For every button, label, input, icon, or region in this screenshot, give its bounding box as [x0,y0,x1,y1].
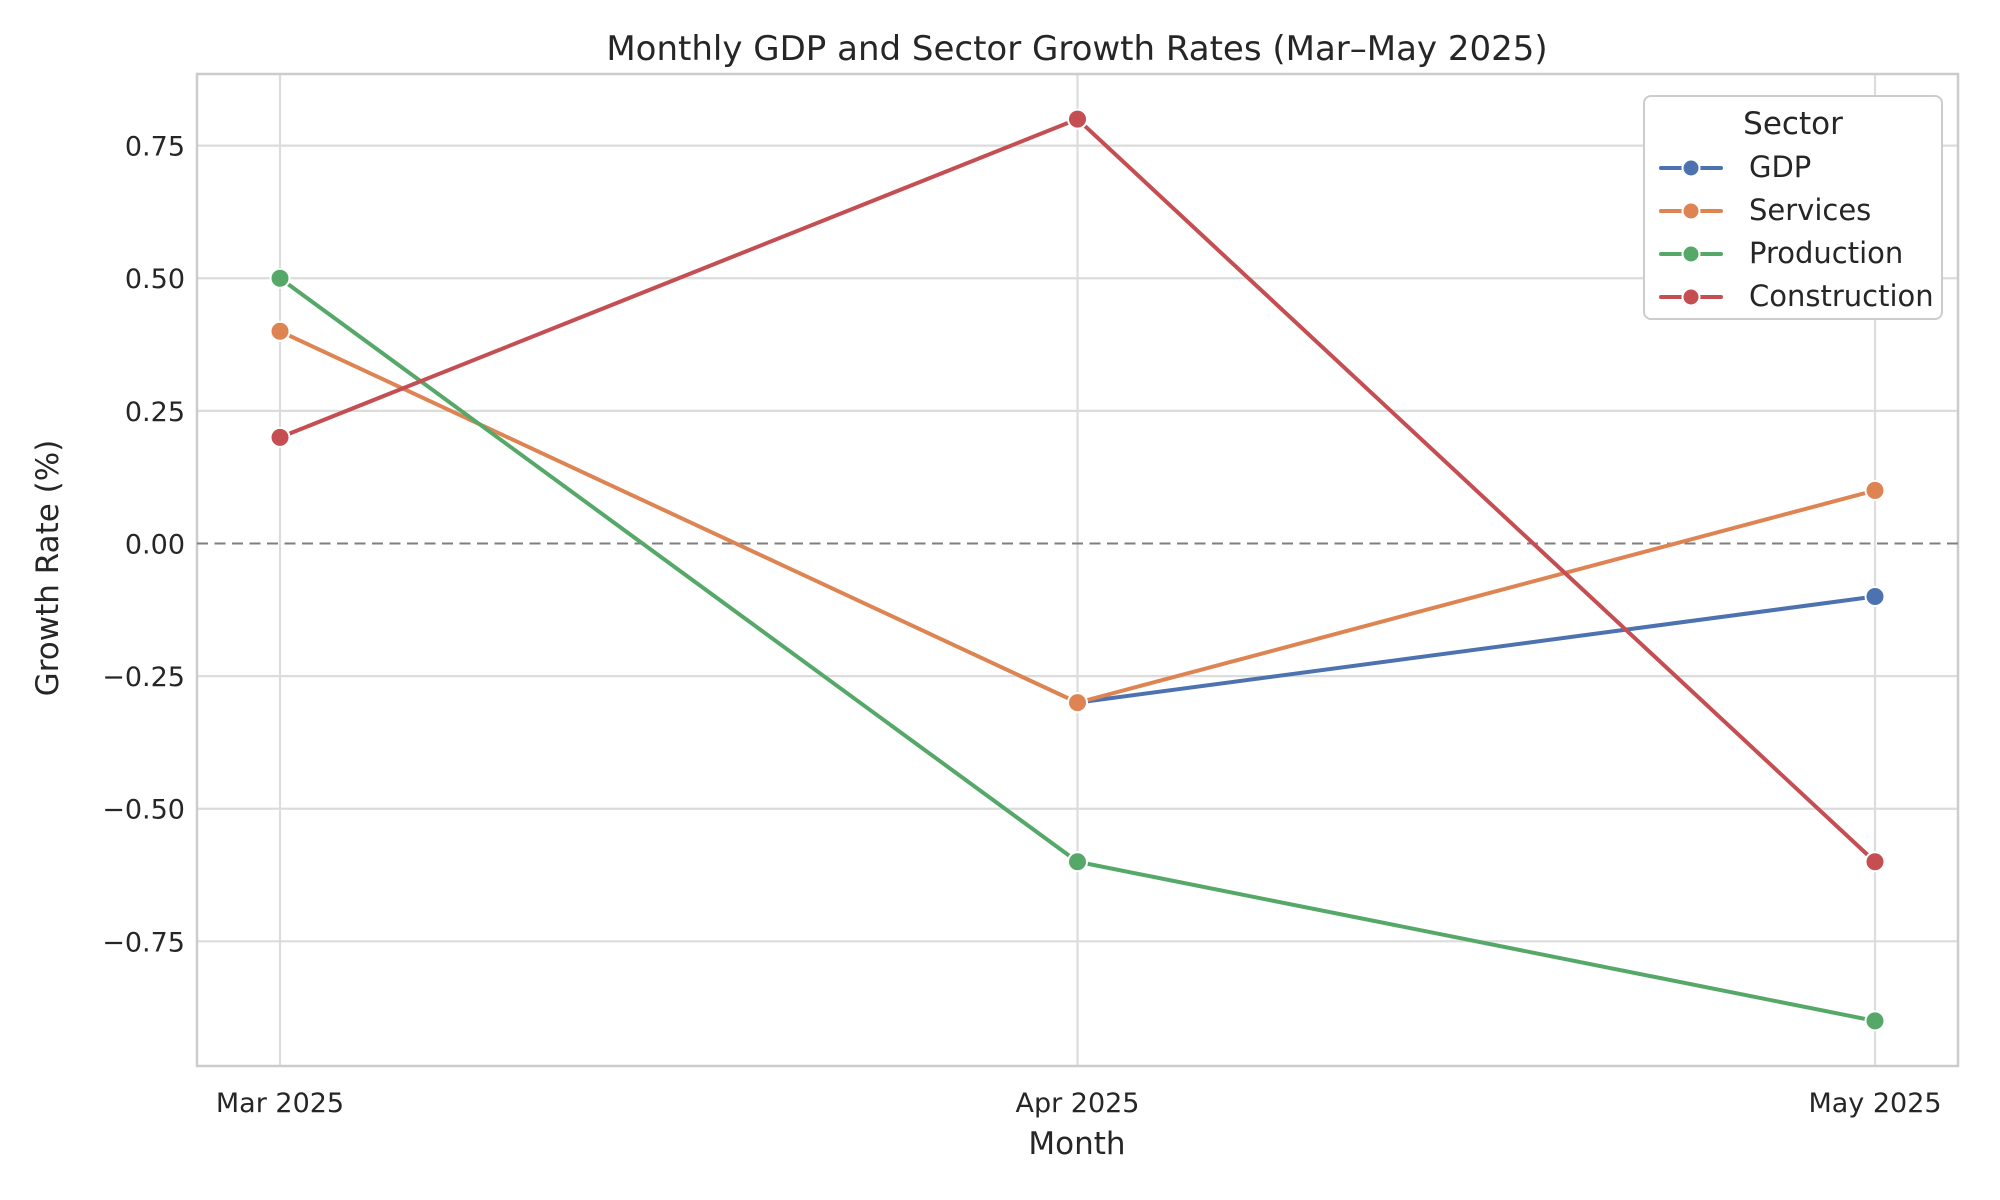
legend-swatch-production-icon [1659,244,1723,263]
data-point-production-0 [269,267,291,289]
y-axis-label: Growth Rate (%) [30,440,66,697]
legend-marker [1681,158,1701,177]
legend-item-construction: Construction [1653,275,1934,318]
legend-title: Sector [1743,106,1843,142]
data-point-services-1 [1067,692,1088,714]
legend-marker [1681,201,1701,220]
legend-marker [1681,244,1701,263]
legend-swatch-services-icon [1659,201,1723,220]
plot-border [195,72,1960,1068]
y-tick-label: 0.50 [125,264,185,295]
legend-rows: GDP Services Production Construction [1653,146,1934,318]
legend: Sector GDP Services Production Construction [1643,95,1943,320]
chart-title: Monthly GDP and Sector Growth Rates (Mar… [606,29,1547,69]
tick-label-layer: 0.75 0.50 0.25 0.00 −0.25 −0.50 −0.75 Mar 2025 A… [102,132,1941,1119]
data-point-construction-0 [269,426,291,448]
x-tick-label: May 2025 [1808,1088,1941,1119]
data-point-services-2 [1864,479,1886,501]
x-tick-label: Apr 2025 [1015,1088,1139,1119]
legend-item-services: Services [1653,189,1933,232]
series-layer [269,108,1886,1032]
data-point-gdp-1 [1864,586,1886,608]
y-tick-label: −0.50 [102,795,185,826]
legend-label-construction: Construction [1749,279,1934,313]
data-point-services-0 [269,320,291,342]
data-point-production-2 [1864,1010,1886,1032]
legend-label-gdp: GDP [1749,150,1812,184]
x-tick-label: Mar 2025 [216,1088,344,1119]
grid-layer [195,72,1960,1068]
legend-swatch-gdp-icon [1659,158,1723,177]
legend-marker [1681,287,1701,306]
data-point-construction-2 [1864,851,1886,873]
data-point-construction-1 [1067,108,1088,130]
legend-label-services: Services [1749,193,1872,227]
y-tick-label: −0.25 [102,662,185,693]
x-axis-label: Month [1028,1126,1125,1162]
y-tick-label: −0.75 [102,927,185,958]
legend-item-gdp: GDP [1653,146,1933,189]
y-tick-label: 0.25 [125,397,185,428]
data-point-production-1 [1067,851,1088,873]
legend-item-production: Production [1653,232,1933,275]
legend-label-production: Production [1749,236,1904,270]
y-tick-label: 0.75 [125,132,185,163]
y-tick-label: 0.00 [125,529,185,560]
legend-swatch-construction-icon [1659,287,1723,306]
series-line-gdp [1075,594,1877,705]
